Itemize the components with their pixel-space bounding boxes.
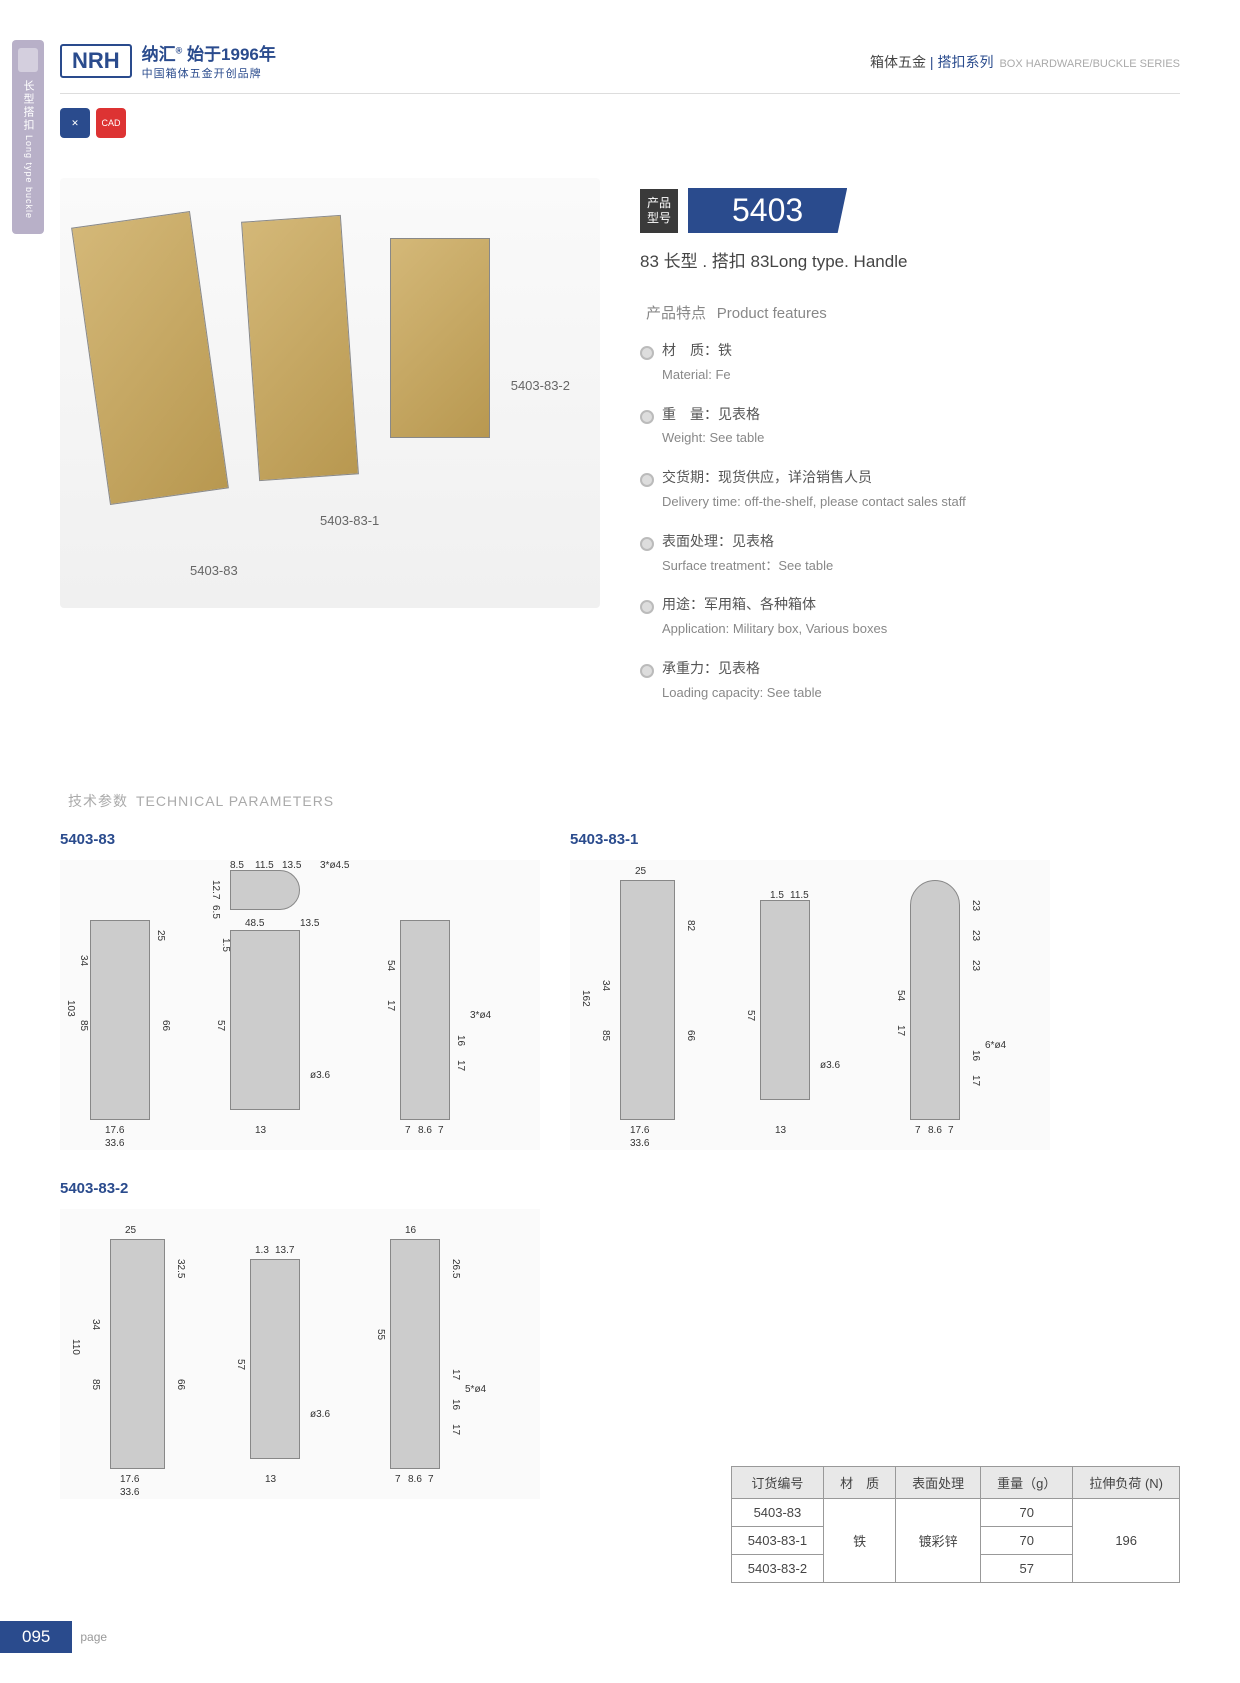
feature-item: 用途：军用箱、各种箱体Application: Military box, Va… (640, 593, 1180, 641)
photo-label-2: 5403-83-1 (320, 513, 379, 528)
top-section: 5403-83 5403-83-1 5403-83-2 产品 型号 5403 8… (60, 178, 1180, 721)
side-tab-en: Long type buckle (24, 135, 34, 219)
model-number: 5403 (688, 188, 847, 233)
drawing-1-canvas: 8.5 11.5 13.5 3*ø4.5 12.7 6.5 48.5 13.5 … (60, 860, 540, 1150)
drawing-3: 5403-83-2 25 1.3 13.7 16 32.5 26.5 110 3… (60, 1180, 540, 1499)
badge-row: ✕ CAD (60, 108, 1180, 138)
drawing-2-canvas: 25 1.5 11.5 82 23 23 23 162 34 85 66 57 … (570, 860, 1050, 1150)
brand-logo: NRH (60, 44, 132, 78)
drawing-1-title: 5403-83 (60, 831, 540, 848)
feature-item: 表面处理：见表格Surface treatment：See table (640, 530, 1180, 578)
th-material: 材 质 (824, 1467, 896, 1499)
feature-item: 材 质：铁Material: Fe (640, 339, 1180, 387)
brand-line2: 中国箱体五金开创品牌 (142, 65, 276, 81)
product-subtitle: 83 长型 . 搭扣 83Long type. Handle (640, 247, 1180, 272)
brand-block: NRH 纳汇® 始于1996年 中国箱体五金开创品牌 (60, 40, 276, 81)
feature-item: 承重力：见表格Loading capacity: See table (640, 657, 1180, 705)
model-tag: 产品 型号 (640, 189, 678, 233)
th-weight: 重量（g） (981, 1467, 1073, 1499)
product-photo: 5403-83 5403-83-1 5403-83-2 (60, 178, 600, 608)
drawing-2: 5403-83-1 25 1.5 11.5 82 23 23 23 162 34… (570, 831, 1050, 1150)
table-row: 5403-83 铁 镀彩锌 70 196 (731, 1499, 1179, 1527)
drawing-3-title: 5403-83-2 (60, 1180, 540, 1197)
photo-label-1: 5403-83 (190, 563, 238, 578)
side-tab: 长型搭扣 Long type buckle (12, 40, 44, 234)
brand-text: 纳汇® 始于1996年 中国箱体五金开创品牌 (142, 40, 276, 81)
th-load: 拉伸负荷 (N) (1073, 1467, 1180, 1499)
header-category: 箱体五金 | 搭扣系列BOX HARDWARE/BUCKLE SERIES (870, 52, 1180, 72)
drawing-3-canvas: 25 1.3 13.7 16 32.5 26.5 110 34 85 66 57… (60, 1209, 540, 1499)
model-row: 产品 型号 5403 (640, 188, 1180, 233)
parameters-table: 订货编号 材 质 表面处理 重量（g） 拉伸负荷 (N) 5403-83 铁 镀… (731, 1466, 1180, 1583)
side-tab-cn: 长型搭扣 (20, 80, 36, 132)
latch-photo-1 (71, 211, 229, 505)
features-title: 产品特点 Product features (640, 302, 1180, 323)
catalog-page: 长型搭扣 Long type buckle NRH 纳汇® 始于1996年 中国… (0, 0, 1240, 1683)
page-label: page (80, 1630, 107, 1644)
page-number: 095 (0, 1621, 72, 1653)
tech-params-title: 技术参数TECHNICAL PARAMETERS (60, 791, 1180, 811)
feature-item: 交货期：现货供应，详洽销售人员Delivery time: off-the-sh… (640, 466, 1180, 514)
drawings-grid: 5403-83 8.5 11.5 13.5 3*ø4.5 12.7 6.5 48… (60, 831, 1180, 1499)
latch-photo-2 (241, 215, 359, 481)
th-surface: 表面处理 (896, 1467, 981, 1499)
brand-line1: 纳汇® 始于1996年 (142, 40, 276, 65)
feature-item: 重 量：见表格Weight: See table (640, 403, 1180, 451)
cad-icon: CAD (96, 108, 126, 138)
latch-photo-3 (390, 238, 490, 438)
th-code: 订货编号 (731, 1467, 823, 1499)
features-list: 材 质：铁Material: Fe 重 量：见表格Weight: See tab… (640, 339, 1180, 705)
drawing-2-title: 5403-83-1 (570, 831, 1050, 848)
photo-label-3: 5403-83-2 (511, 378, 570, 393)
table-header-row: 订货编号 材 质 表面处理 重量（g） 拉伸负荷 (N) (731, 1467, 1179, 1499)
info-area: 产品 型号 5403 83 长型 . 搭扣 83Long type. Handl… (640, 178, 1180, 721)
page-footer: 095 page (0, 1621, 107, 1653)
page-header: NRH 纳汇® 始于1996年 中国箱体五金开创品牌 箱体五金 | 搭扣系列BO… (60, 40, 1180, 94)
buckle-icon (18, 48, 38, 72)
drawing-1: 5403-83 8.5 11.5 13.5 3*ø4.5 12.7 6.5 48… (60, 831, 540, 1150)
tools-icon: ✕ (60, 108, 90, 138)
